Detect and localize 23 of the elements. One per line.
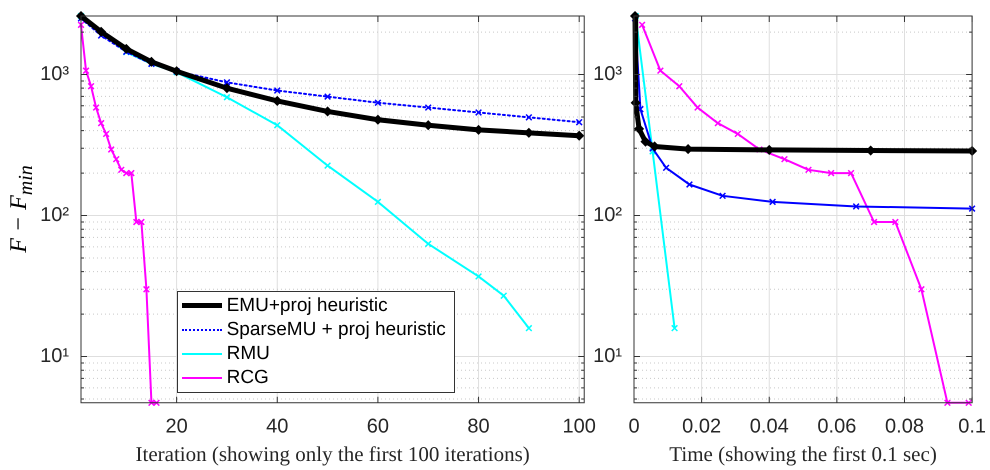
- x-tick-label: 80: [467, 415, 490, 438]
- y-tick-label: 10²: [40, 204, 70, 226]
- x-tick-label: 0.04: [750, 415, 789, 438]
- y-tick-label: 10²: [593, 204, 622, 226]
- legend-label: EMU+proj heuristic: [226, 294, 388, 317]
- x-tick-label: 0.08: [885, 415, 924, 438]
- legend-label: SparseMU + proj heuristic: [226, 318, 446, 341]
- x-tick-label: 0: [628, 415, 640, 438]
- x-tick-label: 40: [266, 415, 288, 438]
- x-tick-label: 60: [366, 415, 390, 438]
- x-tick-label: 100: [562, 415, 596, 438]
- x-tick-label: 0.1: [958, 415, 986, 438]
- x-axis-title: Iteration (showing only the first 100 iterations): [135, 442, 530, 466]
- legend-label: RMU: [226, 342, 270, 365]
- x-axis-title: Time (showing the first 0.1 sec): [669, 442, 937, 466]
- y-tick-label: 10³: [40, 63, 70, 86]
- x-tick-label: 0.02: [682, 415, 722, 438]
- y-tick-label: 10³: [593, 63, 622, 86]
- x-tick-label: 20: [165, 415, 188, 438]
- y-tick-label: 10¹: [40, 345, 70, 368]
- x-tick-label: 0.06: [817, 415, 856, 438]
- legend-label: RCG: [226, 366, 269, 389]
- y-tick-label: 10¹: [593, 345, 622, 368]
